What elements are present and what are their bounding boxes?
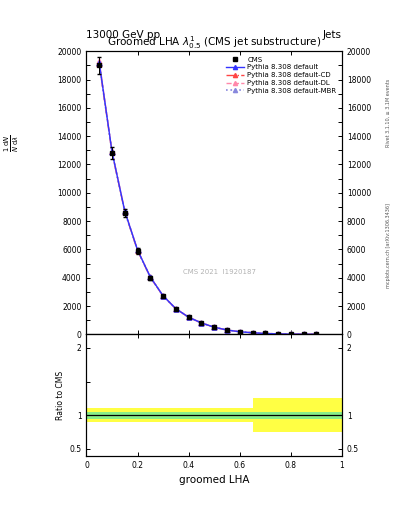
Pythia 8.308 default — [174, 306, 178, 312]
Pythia 8.308 default-CD — [135, 247, 140, 253]
Pythia 8.308 default-CD — [276, 331, 281, 337]
Line: Pythia 8.308 default: Pythia 8.308 default — [97, 60, 319, 337]
Pythia 8.308 default-CD — [161, 293, 165, 299]
Pythia 8.308 default-MBR — [123, 208, 127, 215]
Pythia 8.308 default — [250, 330, 255, 336]
Text: CMS 2021  I1920187: CMS 2021 I1920187 — [183, 269, 256, 275]
Pythia 8.308 default-MBR — [225, 327, 230, 333]
Pythia 8.308 default-MBR — [250, 330, 255, 336]
Pythia 8.308 default-DL — [225, 327, 230, 333]
Pythia 8.308 default-MBR — [110, 149, 114, 155]
Pythia 8.308 default — [276, 331, 281, 337]
Pythia 8.308 default-DL — [174, 306, 178, 312]
Pythia 8.308 default-MBR — [135, 247, 140, 253]
Text: 13000 GeV pp: 13000 GeV pp — [86, 30, 161, 40]
Pythia 8.308 default — [237, 329, 242, 335]
Pythia 8.308 default-CD — [263, 330, 268, 336]
Pythia 8.308 default-DL — [250, 330, 255, 336]
Line: Pythia 8.308 default-MBR: Pythia 8.308 default-MBR — [97, 61, 319, 337]
Pythia 8.308 default-MBR — [301, 331, 306, 337]
Pythia 8.308 default-CD — [225, 327, 230, 333]
Pythia 8.308 default-DL — [186, 314, 191, 320]
Pythia 8.308 default-DL — [148, 274, 152, 280]
Pythia 8.308 default-MBR — [161, 293, 165, 299]
Pythia 8.308 default — [186, 314, 191, 321]
Pythia 8.308 default — [288, 331, 293, 337]
Pythia 8.308 default-CD — [148, 274, 152, 281]
Y-axis label: Ratio to CMS: Ratio to CMS — [56, 371, 65, 419]
Pythia 8.308 default-DL — [161, 293, 165, 299]
Line: Pythia 8.308 default-DL: Pythia 8.308 default-DL — [97, 59, 319, 337]
Pythia 8.308 default — [148, 274, 152, 280]
Pythia 8.308 default-DL — [135, 247, 140, 253]
Pythia 8.308 default-CD — [174, 306, 178, 312]
Pythia 8.308 default — [97, 59, 101, 66]
Pythia 8.308 default-DL — [110, 148, 114, 154]
Pythia 8.308 default-CD — [314, 331, 319, 337]
Pythia 8.308 default — [123, 208, 127, 214]
Pythia 8.308 default-MBR — [276, 331, 281, 337]
Pythia 8.308 default-DL — [314, 331, 319, 337]
Pythia 8.308 default-DL — [123, 208, 127, 214]
Pythia 8.308 default-CD — [97, 61, 101, 67]
Pythia 8.308 default-CD — [250, 330, 255, 336]
Pythia 8.308 default — [301, 331, 306, 337]
Pythia 8.308 default-CD — [237, 329, 242, 335]
Pythia 8.308 default-DL — [97, 58, 101, 64]
Pythia 8.308 default-MBR — [212, 324, 217, 330]
Line: Pythia 8.308 default-CD: Pythia 8.308 default-CD — [97, 61, 319, 337]
Pythia 8.308 default-CD — [288, 331, 293, 337]
Pythia 8.308 default — [199, 320, 204, 326]
Pythia 8.308 default-DL — [288, 331, 293, 337]
Text: mcplots.cern.ch [arXiv:1306.3436]: mcplots.cern.ch [arXiv:1306.3436] — [386, 203, 391, 288]
Pythia 8.308 default-MBR — [237, 329, 242, 335]
Pythia 8.308 default-MBR — [186, 314, 191, 321]
Pythia 8.308 default-MBR — [314, 331, 319, 337]
Pythia 8.308 default — [110, 148, 114, 155]
Legend: CMS, Pythia 8.308 default, Pythia 8.308 default-CD, Pythia 8.308 default-DL, Pyt: CMS, Pythia 8.308 default, Pythia 8.308 … — [224, 55, 338, 96]
Pythia 8.308 default — [212, 324, 217, 330]
Text: $\frac{1}{N}\frac{\mathrm{d}N}{\mathrm{d}\lambda}$: $\frac{1}{N}\frac{\mathrm{d}N}{\mathrm{d… — [3, 135, 21, 152]
X-axis label: groomed LHA: groomed LHA — [179, 475, 250, 485]
Pythia 8.308 default-DL — [199, 320, 204, 326]
Pythia 8.308 default-DL — [263, 330, 268, 336]
Text: Rivet 3.1.10, ≥ 3.1M events: Rivet 3.1.10, ≥ 3.1M events — [386, 78, 391, 147]
Pythia 8.308 default-CD — [110, 150, 114, 156]
Title: Groomed LHA $\lambda^{1}_{0.5}$ (CMS jet substructure): Groomed LHA $\lambda^{1}_{0.5}$ (CMS jet… — [107, 34, 321, 51]
Pythia 8.308 default-DL — [212, 324, 217, 330]
Text: Jets: Jets — [323, 30, 342, 40]
Pythia 8.308 default — [161, 293, 165, 299]
Pythia 8.308 default-MBR — [263, 330, 268, 336]
Pythia 8.308 default-DL — [237, 329, 242, 335]
Pythia 8.308 default — [225, 327, 230, 333]
Pythia 8.308 default-DL — [276, 331, 281, 337]
Pythia 8.308 default-MBR — [97, 60, 101, 67]
Pythia 8.308 default-MBR — [174, 306, 178, 312]
Pythia 8.308 default — [263, 330, 268, 336]
Pythia 8.308 default-CD — [186, 314, 191, 321]
Pythia 8.308 default-MBR — [148, 274, 152, 280]
Pythia 8.308 default-CD — [199, 320, 204, 326]
Pythia 8.308 default — [314, 331, 319, 337]
Pythia 8.308 default-DL — [301, 331, 306, 337]
Pythia 8.308 default-CD — [301, 331, 306, 337]
Pythia 8.308 default-CD — [212, 324, 217, 330]
Pythia 8.308 default-MBR — [288, 331, 293, 337]
Pythia 8.308 default-MBR — [199, 320, 204, 326]
Pythia 8.308 default-CD — [123, 209, 127, 215]
Pythia 8.308 default — [135, 247, 140, 253]
